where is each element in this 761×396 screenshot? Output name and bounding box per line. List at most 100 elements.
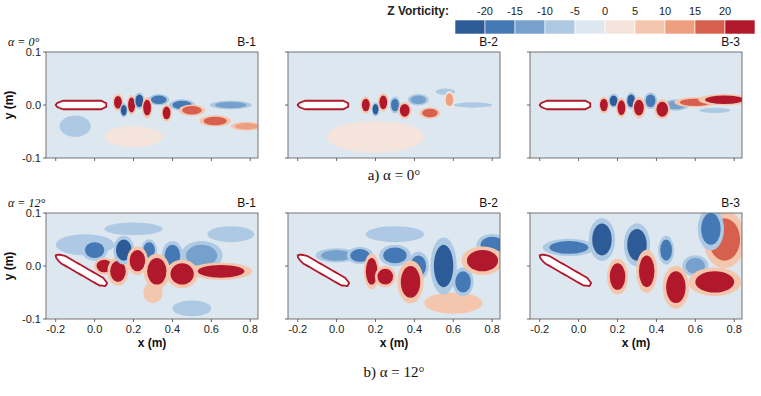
plot-frame <box>530 213 742 319</box>
x-tick-label: 0.6 <box>204 323 219 335</box>
vortex <box>147 258 166 285</box>
figure: -20-15-10-505101520Z Vorticity:α = 0°a) … <box>0 0 761 396</box>
x-tick <box>250 319 251 322</box>
plot-frame <box>46 52 258 158</box>
vortex-halo <box>231 122 258 131</box>
vortex-halo <box>461 246 500 275</box>
x-tick-label: 0.4 <box>165 323 180 335</box>
plot-background <box>530 213 742 319</box>
vortex <box>327 121 424 153</box>
y-tick <box>285 158 288 159</box>
x-tick <box>211 158 212 161</box>
y-tick <box>527 319 530 320</box>
vortex-halo <box>689 268 742 297</box>
vortex <box>391 99 399 112</box>
vortex-halo <box>166 260 198 289</box>
vortex-halo <box>599 96 610 113</box>
colorbar-swatch <box>455 20 485 34</box>
x-tick <box>297 319 298 322</box>
x-tick <box>453 319 454 322</box>
vortex <box>610 95 618 106</box>
vortex <box>60 116 91 137</box>
vortex-halo <box>210 101 252 110</box>
vortex <box>639 255 655 287</box>
vortex-halo <box>199 115 231 126</box>
body <box>540 101 591 109</box>
colorbar-swatch <box>575 20 605 34</box>
x-axis-title: x (m) <box>622 336 651 350</box>
vortex <box>600 99 608 112</box>
field <box>298 89 493 153</box>
vortex-halo <box>419 107 440 118</box>
vortex-halo <box>397 260 423 303</box>
plot-background <box>46 213 258 319</box>
vortex <box>215 102 246 108</box>
vortex <box>424 293 482 314</box>
y-tick <box>285 213 288 214</box>
x-tick-label: 0.8 <box>485 323 500 335</box>
vortex <box>434 245 453 287</box>
y-tick <box>285 266 288 267</box>
vortex <box>467 250 498 271</box>
x-axis-title: x (m) <box>380 336 409 350</box>
colorbar-swatch <box>515 20 545 34</box>
y-tick <box>43 266 46 267</box>
y-tick <box>527 105 530 106</box>
x-tick <box>617 319 618 322</box>
colorbar-tick-label: 5 <box>632 5 638 17</box>
x-tick <box>414 319 415 322</box>
vortex <box>235 123 258 129</box>
x-tick-label: 0.8 <box>243 323 258 335</box>
plot-frame <box>288 52 500 158</box>
vortex <box>634 100 644 116</box>
y-tick <box>43 52 46 53</box>
y-tick <box>43 105 46 106</box>
vortex <box>559 293 598 314</box>
vortex <box>182 106 201 114</box>
y-tick <box>285 319 288 320</box>
x-tick-label: 0.4 <box>407 323 422 335</box>
y-tick <box>527 52 530 53</box>
colorbar-swatch <box>635 20 665 34</box>
colorbar-tick-label: 10 <box>659 5 671 17</box>
field <box>56 92 258 147</box>
x-tick <box>211 319 212 322</box>
vortex <box>705 95 742 103</box>
vortex-halo <box>142 97 153 118</box>
x-tick <box>55 158 56 161</box>
x-tick-label: -0.2 <box>530 323 549 335</box>
x-tick <box>55 319 56 322</box>
vortex-halo <box>698 213 724 250</box>
x-tick <box>94 158 95 161</box>
vortex-halo <box>444 91 455 108</box>
plot-background <box>530 52 742 158</box>
y-tick <box>43 213 46 214</box>
plot-frame <box>530 52 742 158</box>
vortex <box>549 241 588 254</box>
y-tick-label: -0.1 <box>22 313 41 325</box>
vortex <box>656 102 668 117</box>
vortex <box>699 108 730 113</box>
colorbar-swatch <box>725 20 755 34</box>
vortex <box>198 265 245 278</box>
vortex <box>618 100 626 115</box>
x-tick <box>375 158 376 161</box>
body <box>298 255 349 286</box>
x-tick <box>578 319 579 322</box>
field <box>540 213 742 314</box>
body <box>56 255 107 286</box>
colorbar-swatch <box>695 20 725 34</box>
x-tick <box>336 319 337 322</box>
field <box>298 226 500 313</box>
y-tick <box>527 158 530 159</box>
vortex-halo <box>408 94 429 105</box>
x-tick <box>656 158 657 161</box>
y-axis-title: y (m) <box>2 91 16 120</box>
x-tick-label: 0.0 <box>87 323 102 335</box>
x-tick <box>492 158 493 161</box>
vortex <box>172 300 211 316</box>
x-tick <box>734 158 735 161</box>
vortex-halo <box>398 102 411 119</box>
vortex <box>143 100 151 116</box>
vortex <box>610 263 626 290</box>
